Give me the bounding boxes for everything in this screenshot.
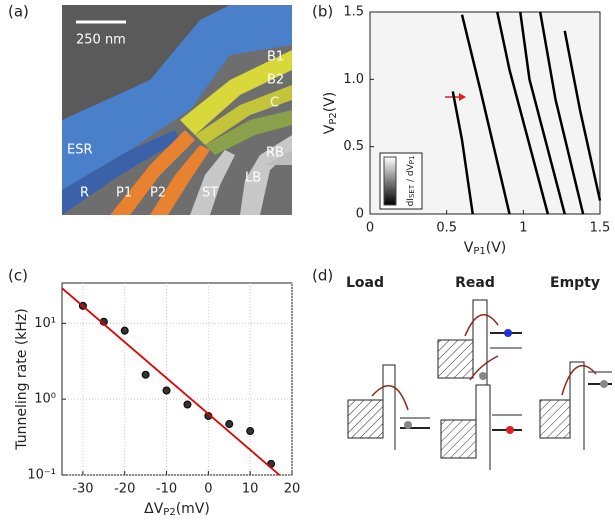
data-point [141, 370, 150, 379]
y-tick-label: 10⁻¹ [27, 468, 56, 483]
gate-label: P1 [116, 186, 132, 201]
axis-label-part: V [464, 240, 474, 256]
data-point [246, 427, 255, 436]
panel-label: (b) [312, 3, 333, 21]
x-tick-label: 10 [242, 482, 259, 497]
x-tick-label: -30 [72, 482, 93, 497]
axis-label: VP2(V) [322, 92, 339, 135]
x-tick-label: -20 [114, 482, 135, 497]
colorbar-label: dISET / dVP1 [406, 156, 417, 207]
axis-label-part: (V) [486, 240, 507, 256]
y-tick-label: 1.0 [343, 72, 364, 87]
axis-label: Tunneling rate (kHz) [14, 308, 30, 450]
colorbar-label-part: P1 [408, 156, 416, 165]
y-tick-label: 10⁰ [34, 392, 56, 407]
axis-label-part: (V) [322, 92, 338, 113]
y-tick-label: 0 [356, 207, 364, 222]
colorbar-label-part: SET [408, 184, 416, 198]
x-tick-label: 1 [519, 221, 527, 236]
gate-label: LB [245, 171, 261, 186]
data-point [120, 326, 129, 335]
axis-label: ΔVP2(mV) [144, 501, 210, 518]
colorbar-label-part: / dV [406, 163, 416, 184]
y-tick-label: 10¹ [34, 316, 56, 331]
energy-diagram [347, 299, 612, 470]
transition-line [563, 30, 602, 201]
colorbar-label-part: dI [406, 198, 416, 206]
fit-line [61, 287, 281, 476]
x-tick-label: 0 [366, 221, 374, 236]
gate-label: B1 [267, 50, 284, 65]
axis-label-part: P2 [163, 507, 175, 518]
panel-label: (d) [312, 267, 333, 285]
axis-label: VP1(V) [464, 240, 507, 257]
axis-label-part: ΔV [144, 501, 164, 517]
sem-image [62, 5, 292, 215]
state-label: Empty [550, 275, 600, 291]
transition-line [496, 11, 550, 215]
gate-label: RB [266, 146, 284, 161]
panel-label: (a) [8, 3, 29, 21]
transition-line [519, 11, 566, 215]
transition-line [538, 11, 585, 215]
scale-bar-label: 250 nm [76, 33, 126, 48]
transition-line [460, 14, 511, 215]
gate-label: C [270, 96, 279, 111]
gate-label: R [80, 186, 89, 201]
data-point [183, 400, 192, 409]
x-tick-label: -10 [156, 482, 177, 497]
axis-label-part: P1 [473, 246, 485, 257]
state-label: Read [455, 275, 495, 291]
axis-label-part: V [322, 124, 338, 134]
x-tick-label: 20 [284, 482, 301, 497]
y-tick-label: 0.5 [343, 139, 364, 154]
axis-label-part: P2 [328, 112, 339, 124]
x-tick-label: 1.5 [590, 221, 611, 236]
data-point [162, 386, 171, 395]
gate-label: B2 [267, 73, 284, 88]
colorbar [379, 152, 423, 210]
x-tick-label: 0.5 [436, 221, 457, 236]
y-tick-label: 1.5 [343, 5, 364, 20]
x-tick-label: 0 [204, 482, 212, 497]
state-label: Load [346, 275, 384, 291]
panel-label: (c) [8, 267, 28, 285]
plot-area [61, 282, 293, 476]
gate-label: ESR [67, 143, 93, 158]
axis-label-part: (mV) [176, 501, 210, 517]
gate-label: ST [202, 186, 218, 201]
gate-label: P2 [150, 186, 166, 201]
data-point [225, 420, 234, 429]
transition-line [451, 91, 474, 215]
